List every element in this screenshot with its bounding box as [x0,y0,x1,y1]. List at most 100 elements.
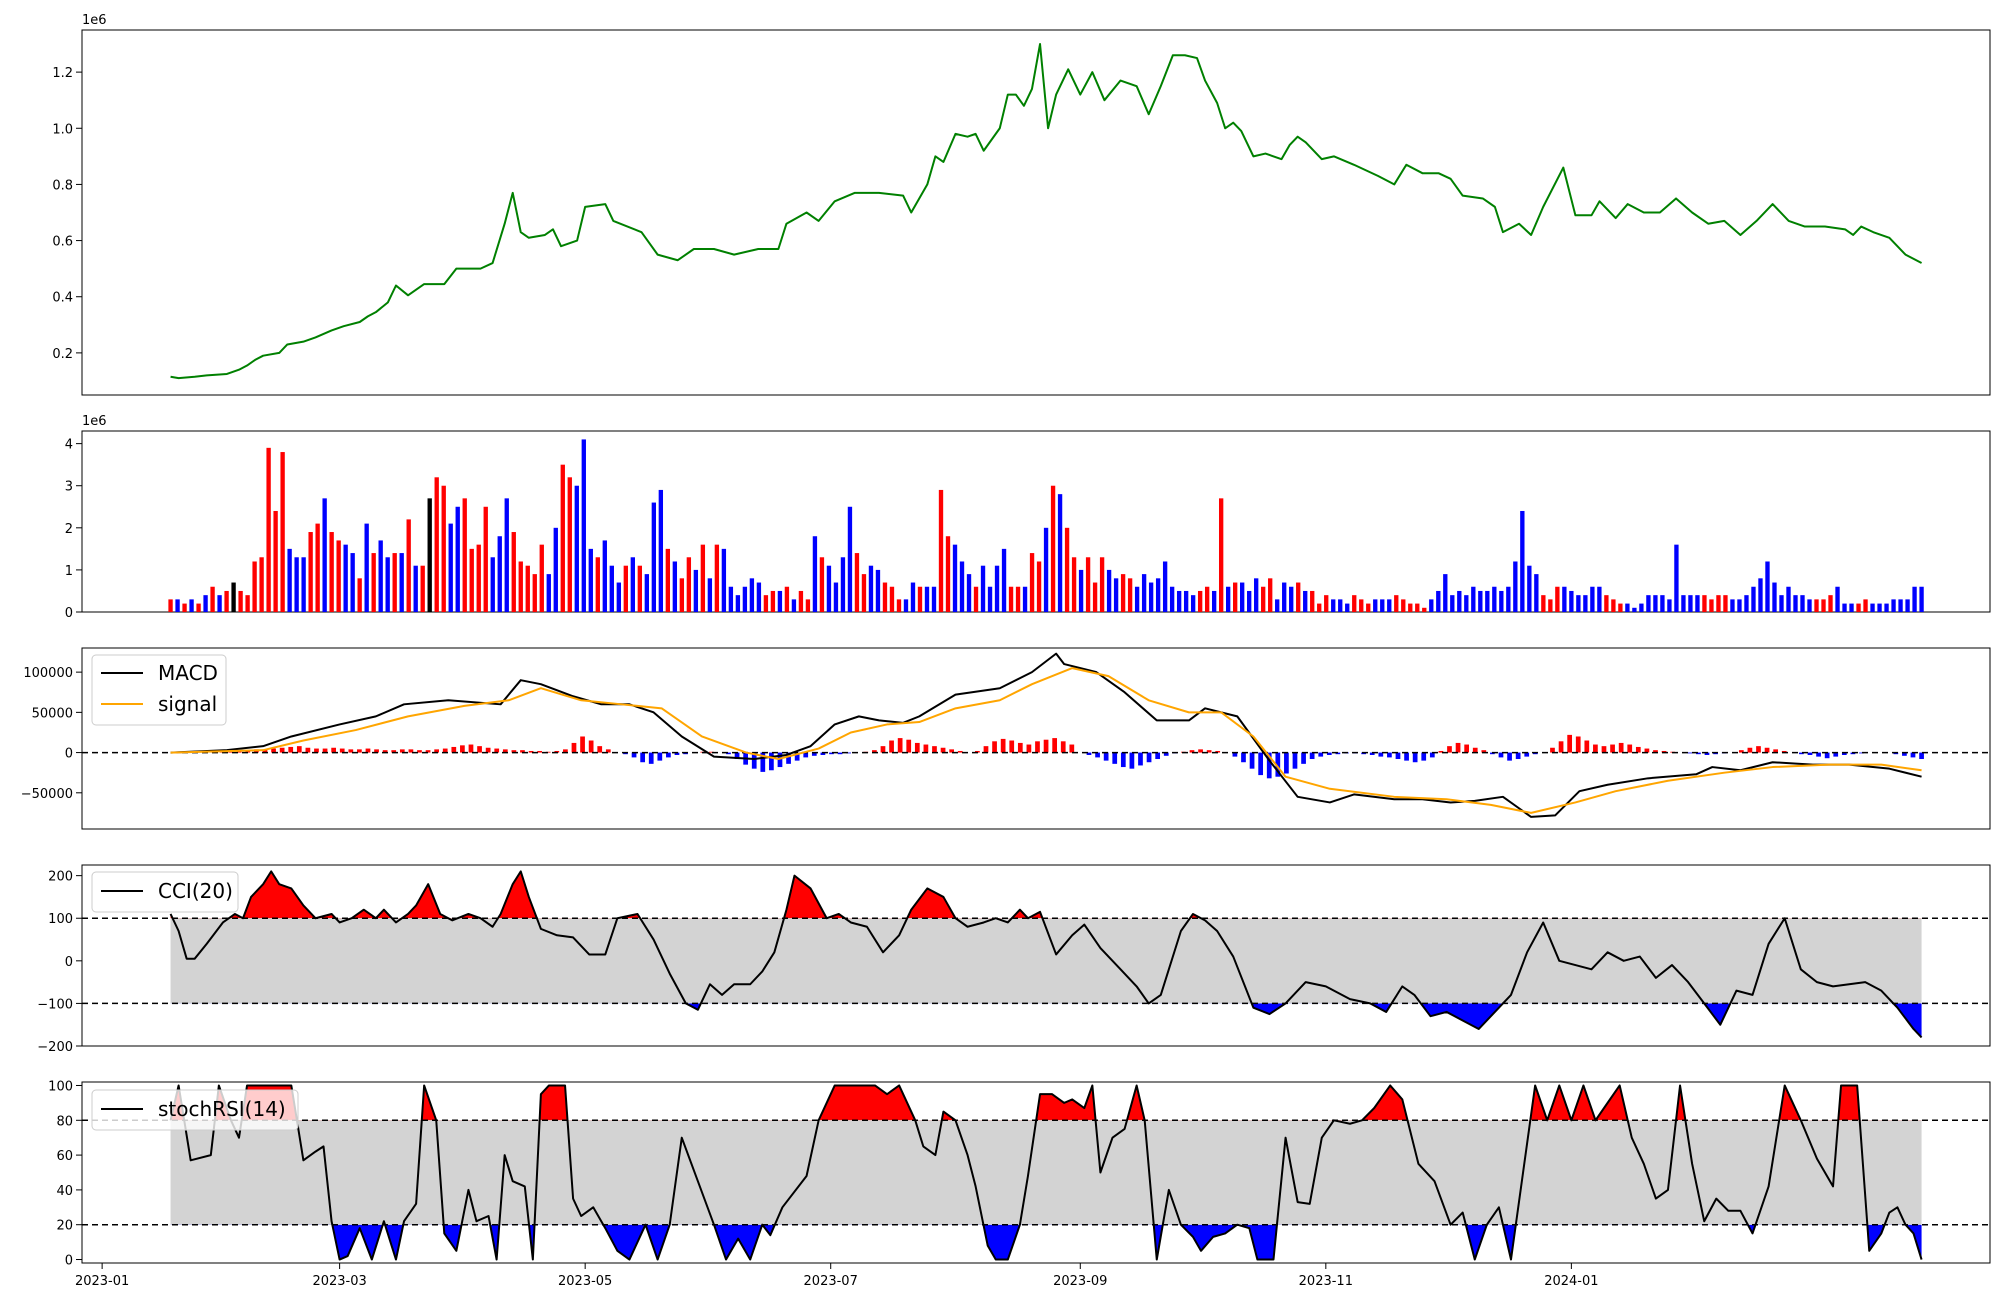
macd-histogram-bar [1369,752,1375,755]
macd-histogram-bar [1258,752,1264,776]
volume-y-tick-label: 1 [65,564,73,579]
signal-line [170,667,1922,814]
cci-band-fill [170,918,1922,1004]
macd-histogram-bar [1696,752,1701,755]
volume-bar [1632,607,1637,612]
volume-bar [1155,578,1161,612]
macd-histogram-bar [271,748,276,753]
macd-histogram-bar [880,746,886,753]
volume-bar [1352,595,1357,612]
volume-bar [511,532,516,612]
macd-histogram-bar [1687,752,1693,754]
stochrsi-y-tick-label: 60 [56,1149,73,1164]
macd-histogram-bar [468,744,474,753]
volume-bar [1919,586,1924,612]
macd-histogram-bar [923,744,929,753]
volume-bar [1912,586,1917,612]
volume-bar [1891,599,1896,612]
volume-bar [1800,595,1805,612]
volume-bar [168,599,173,612]
macd-histogram-bar [1052,738,1058,753]
x-tick-label: 2023-01 [75,1274,129,1289]
volume-bar [1625,603,1630,612]
volume-bar [1106,569,1112,612]
macd-histogram-bar [399,749,405,753]
macd-histogram-bar [1893,752,1899,755]
macd-histogram-bar [442,748,448,753]
volume-bar [1513,561,1518,612]
stochrsi-band-fill [170,1120,1922,1225]
macd-histogram-bar [1472,747,1478,753]
volume-bar [700,544,706,612]
macd-histogram-bar [1086,752,1092,755]
volume-bar [1380,599,1385,612]
volume-bar [693,569,699,612]
volume-bar [602,540,607,612]
macd-histogram-bar [683,752,688,755]
volume-bar [1716,595,1721,612]
volume-bar [532,574,537,612]
macd-histogram-bar [408,749,414,753]
macd-histogram-bar [554,750,560,753]
macd-histogram-bar [1799,752,1804,755]
macd-histogram-bar [983,746,989,753]
volume-bar [770,590,776,612]
macd-histogram-bar [1627,744,1633,753]
volume-bar [798,590,804,612]
macd-histogram-bar [1781,750,1787,753]
macd-histogram-bar [1661,750,1667,753]
volume-bar [392,553,397,612]
volume-bar [826,565,832,612]
volume-bar [287,548,292,612]
volume-bar [1562,586,1567,612]
volume-bar [308,532,313,612]
volume-bar [427,498,432,612]
volume-bar [1120,574,1126,612]
macd-histogram-bar [348,749,354,753]
volume-bar [1856,603,1861,612]
volume-bar [1555,586,1560,612]
macd-histogram-bar [751,752,757,769]
volume-bar [567,477,572,612]
volume-bar [1282,582,1287,612]
volume-bar [1450,595,1455,612]
volume-bar [1583,595,1588,612]
macd-histogram-bar [914,742,920,753]
volume-bar [1611,599,1616,612]
volume-bar [1289,586,1294,612]
macd-histogram-bar [1490,752,1495,755]
macd-histogram-bar [1653,750,1658,753]
volume-bar [1464,595,1469,612]
macd-histogram-bar [365,748,371,753]
volume-bar [1134,586,1140,612]
x-tick-label: 2023-09 [1053,1274,1107,1289]
volume-y-tick-label: 4 [65,438,73,453]
macd-histogram-bar [1412,752,1418,763]
macd-histogram-bar [1507,752,1512,761]
volume-bar [1029,553,1035,612]
volume-y-tick-label: 2 [65,522,73,537]
volume-bar [728,586,734,612]
volume-bar [1660,595,1665,612]
macd-histogram-bar [1301,752,1306,764]
volume-bar [1001,548,1007,612]
volume-bar [1863,599,1868,612]
volume-bar [749,578,755,612]
macd-histogram-bar [288,746,294,753]
x-tick-label: 2024-01 [1544,1274,1598,1289]
volume-bar [175,599,180,612]
volume-bar [483,506,488,612]
macd-histogram-bar [957,750,963,753]
volume-bar [1183,590,1189,612]
volume-bar [756,582,762,612]
price-y-tick-label: 0.4 [52,291,73,306]
signal-legend-label: signal [158,692,217,716]
volume-bar [854,553,860,612]
macd-histogram-bar [1738,750,1744,753]
macd-histogram-bar [1129,752,1135,769]
macd-histogram-bar [1910,752,1916,758]
volume-panel: 0 1 2 3 4 [65,430,1991,621]
volume-bar [1730,599,1735,612]
macd-y-tick-label: 100000 [23,666,73,681]
volume-bar [1303,590,1308,612]
